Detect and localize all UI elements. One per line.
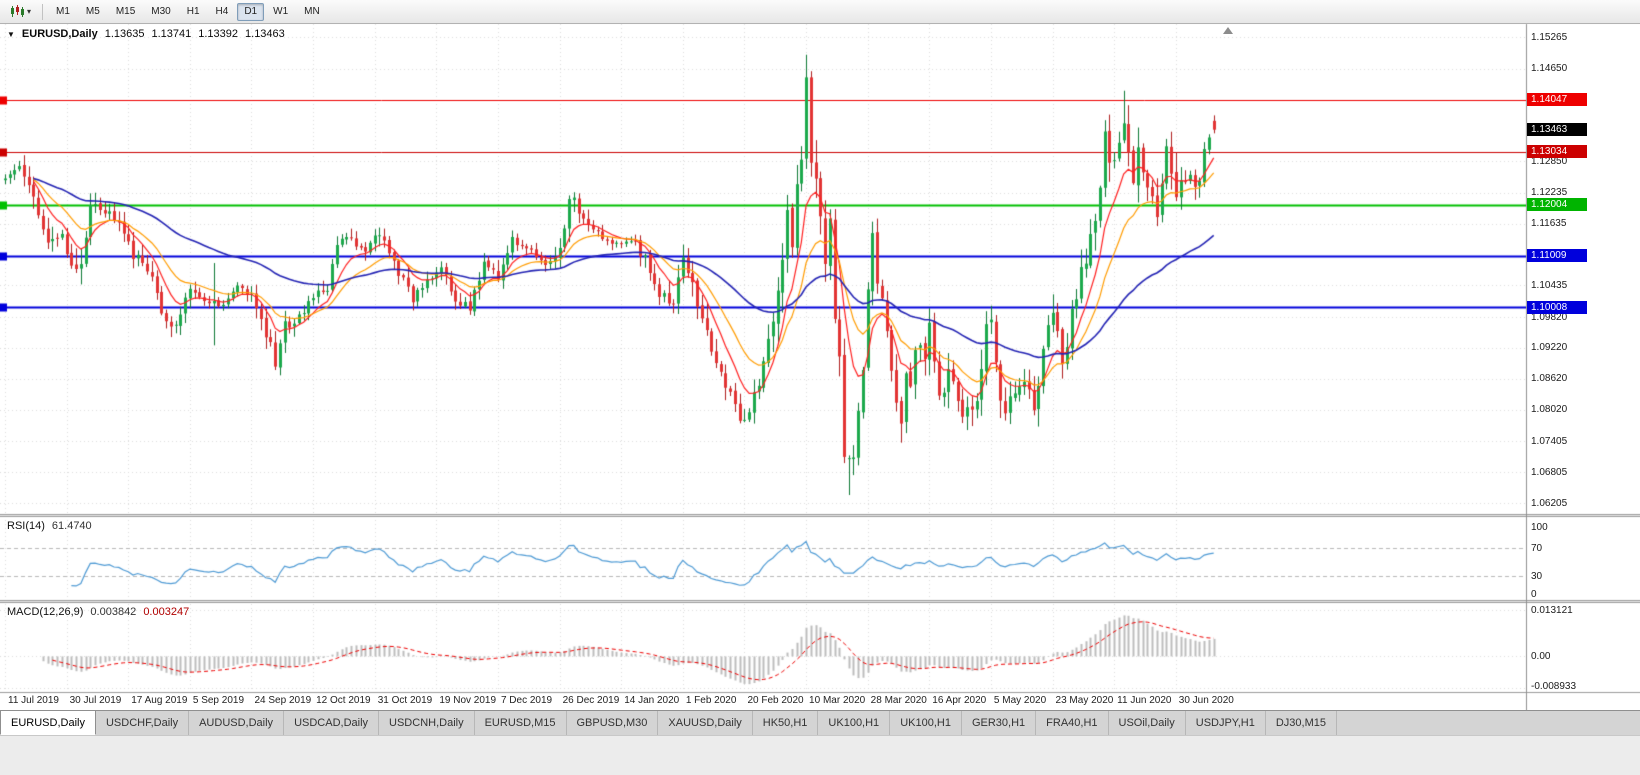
- timeframe-button-m30[interactable]: M30: [151, 5, 171, 17]
- x-axis-date-label: 11 Jul 2019: [8, 695, 59, 706]
- toolbar-separator: [42, 3, 44, 20]
- price-badge-1.10008: 1.10008: [1527, 300, 1587, 314]
- y-axis-tick: 1.07405: [1531, 435, 1568, 447]
- macd-name: MACD(12,26,9): [7, 606, 84, 618]
- y-axis-tick: 1.06805: [1531, 466, 1568, 478]
- y-axis-tick: 1.14650: [1531, 63, 1568, 75]
- macd-main-value: 0.003842: [90, 606, 137, 618]
- chart-ohlc-header: ▼ EURUSD,Daily 1.13635 1.13741 1.13392 1…: [7, 28, 285, 40]
- price-badge-1.11009: 1.11009: [1527, 249, 1587, 263]
- x-axis-date-label: 31 Oct 2019: [377, 695, 433, 706]
- rsi-axis-tick: 30: [1531, 570, 1543, 582]
- timeframe-button-w1[interactable]: W1: [273, 5, 289, 17]
- candlestick-chart-icon: [10, 5, 24, 18]
- chart-tab-uk100-h1[interactable]: UK100,H1: [818, 711, 891, 735]
- x-axis-date-label: 11 Jun 2020: [1117, 695, 1172, 706]
- rsi-axis-tick: 0: [1531, 589, 1537, 600]
- x-axis-date-label: 1 Feb 2020: [685, 695, 737, 706]
- macd-indicator-label: MACD(12,26,9) 0.003842 0.003247: [7, 606, 189, 618]
- x-axis-date-label: 5 Sep 2019: [192, 695, 245, 706]
- x-axis-date-label: 14 Jan 2020: [624, 695, 680, 706]
- x-axis-date-label: 10 Mar 2020: [809, 695, 866, 706]
- y-axis-tick: 1.08020: [1531, 404, 1568, 416]
- price-badge-1.12004: 1.12004: [1527, 198, 1587, 212]
- chart-tab-hk50-h1[interactable]: HK50,H1: [752, 711, 819, 735]
- chart-type-button[interactable]: ▾: [4, 2, 37, 21]
- timeframe-buttons-group: M1 M5 M15 M30 H1 H4 D1 W1 MN: [48, 2, 328, 21]
- x-axis-date-label: 19 Nov 2019: [439, 695, 497, 706]
- x-axis-date-label: 30 Jul 2019: [69, 695, 122, 706]
- chart-tab-eurusd-m15[interactable]: EURUSD,M15: [474, 711, 567, 735]
- x-axis-date-label: 26 Dec 2019: [562, 695, 620, 706]
- window-bottom-strip: [0, 735, 1640, 775]
- rsi-value: 61.4740: [51, 520, 92, 532]
- chevron-down-icon: ▾: [27, 6, 32, 16]
- x-axis-date-label: 24 Sep 2019: [254, 695, 312, 706]
- ohlc-close: 1.13463: [245, 28, 285, 40]
- timeframe-button-m1[interactable]: M1: [56, 5, 70, 17]
- chart-tab-fra40-h1[interactable]: FRA40,H1: [1036, 711, 1109, 735]
- timeframe-button-d1[interactable]: D1: [237, 2, 265, 21]
- y-axis-tick: 1.12850: [1531, 155, 1568, 167]
- x-axis-date-label: 23 May 2020: [1055, 695, 1114, 706]
- chart-symbol-label: EURUSD,Daily: [21, 28, 98, 40]
- x-axis-date-label: 7 Dec 2019: [500, 695, 553, 706]
- ohlc-open: 1.13635: [104, 28, 145, 40]
- y-axis-tick: 1.09220: [1531, 342, 1568, 354]
- x-axis-date-label: 20 Feb 2020: [747, 695, 804, 706]
- macd-axis-tick: 0.013121: [1531, 604, 1573, 616]
- chart-tab-gbpusd-m30[interactable]: GBPUSD,M30: [566, 711, 659, 735]
- timeframe-button-m5[interactable]: M5: [85, 5, 100, 17]
- x-axis-date-label: 17 Aug 2019: [131, 695, 188, 706]
- timeframe-button-h4[interactable]: H4: [215, 5, 229, 17]
- ohlc-high: 1.13741: [151, 28, 192, 40]
- price-badge-1.13463: 1.13463: [1527, 123, 1587, 137]
- y-axis-tick: 1.10435: [1531, 279, 1568, 291]
- symbol-dropdown-icon[interactable]: ▼: [7, 29, 15, 39]
- chart-tab-audusd-daily[interactable]: AUDUSD,Daily: [189, 711, 285, 735]
- rsi-axis-tick: 70: [1531, 542, 1543, 554]
- chart-tab-usdchf-daily[interactable]: USDCHF,Daily: [95, 711, 190, 735]
- y-axis-tick: 1.06205: [1531, 497, 1568, 509]
- chart-tab-ger30-h1[interactable]: GER30,H1: [961, 711, 1037, 735]
- macd-signal-value: 0.003247: [143, 606, 190, 618]
- rsi-indicator-label: RSI(14) 61.4740: [7, 520, 92, 532]
- chart-tab-xauusd-daily[interactable]: XAUUSD,Daily: [658, 711, 753, 735]
- timeframe-toolbar: ▾ M1 M5 M15 M30 H1 H4 D1 W1 MN: [0, 0, 1640, 24]
- ohlc-low: 1.13392: [198, 28, 239, 40]
- y-axis-tick: 1.09820: [1531, 311, 1568, 323]
- macd-axis-tick: -0.008933: [1531, 681, 1577, 692]
- chart-tab-dj30-m15[interactable]: DJ30,M15: [1265, 711, 1337, 735]
- chart-tab-eurusd-daily[interactable]: EURUSD,Daily: [0, 710, 96, 735]
- macd-axis-tick: 0.00: [1531, 650, 1551, 662]
- rsi-axis-tick: 100: [1531, 521, 1548, 533]
- rsi-name: RSI(14): [7, 520, 45, 532]
- x-axis-date-label: 5 May 2020: [993, 695, 1047, 706]
- y-axis-tick: 1.08620: [1531, 373, 1568, 385]
- x-axis-date-label: 30 Jun 2020: [1178, 695, 1234, 706]
- chart-tab-bar: EURUSD,Daily USDCHF,Daily AUDUSD,Daily USDC…: [0, 710, 1640, 735]
- chart-shift-marker[interactable]: [1222, 27, 1233, 34]
- timeframe-button-m15[interactable]: M15: [115, 5, 136, 17]
- chart-tab-usdcad-daily[interactable]: USDCAD,Daily: [284, 711, 380, 735]
- chart-tab-usoil-daily[interactable]: USOil,Daily: [1108, 711, 1186, 735]
- x-axis-date-label: 12 Oct 2019: [316, 695, 371, 706]
- timeframe-button-h1[interactable]: H1: [186, 5, 200, 17]
- y-axis-tick: 1.11635: [1531, 218, 1567, 230]
- y-axis-tick: 1.12235: [1531, 187, 1568, 199]
- y-axis-tick: 1.15265: [1531, 31, 1568, 43]
- x-axis-date-label: 16 Apr 2020: [932, 695, 987, 706]
- chart-tab-usdcnh-daily[interactable]: USDCNH,Daily: [379, 711, 475, 735]
- timeframe-button-mn[interactable]: MN: [304, 5, 320, 17]
- price-badge-1.14047: 1.14047: [1527, 93, 1587, 107]
- x-axis-date-label: 28 Mar 2020: [870, 695, 927, 706]
- chart-tab-uk100-h1[interactable]: UK100,H1: [890, 711, 962, 735]
- price-badge-1.13034: 1.13034: [1527, 145, 1587, 159]
- chart-tab-usdjpy-h1[interactable]: USDJPY,H1: [1185, 711, 1266, 735]
